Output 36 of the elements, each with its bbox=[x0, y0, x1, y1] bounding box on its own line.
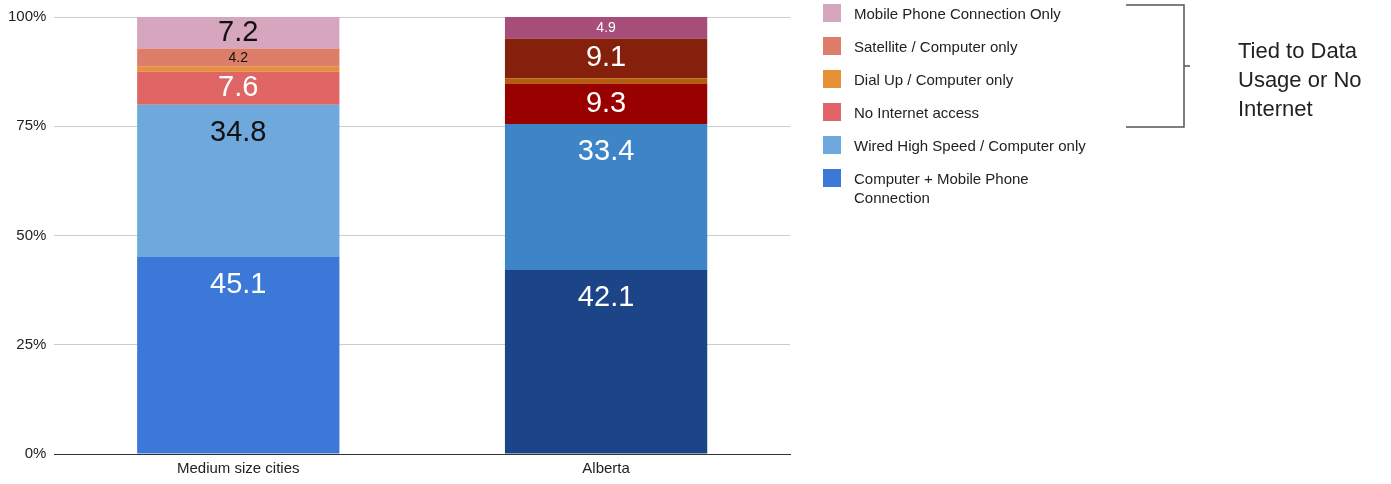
bar bbox=[504, 83, 708, 125]
bar bbox=[137, 104, 340, 257]
data-label: 9.1 bbox=[585, 40, 627, 73]
data-label: 7.6 bbox=[218, 70, 259, 103]
y-tick-label: 75% bbox=[16, 116, 47, 134]
data-label: 4.2 bbox=[228, 48, 249, 65]
legend-label: Satellite / Computer only bbox=[854, 37, 1019, 56]
legend-label: Wired High Speed / Computer only bbox=[854, 136, 1087, 155]
y-tick-label: 100% bbox=[7, 7, 47, 25]
bar bbox=[137, 71, 340, 105]
data-label: 4.9 bbox=[596, 18, 617, 35]
data-label: 9.3 bbox=[585, 85, 627, 118]
data-label: 7.2 bbox=[218, 14, 259, 47]
x-tick-label: Alberta bbox=[582, 459, 631, 477]
data-label: 33.4 bbox=[577, 134, 635, 167]
text: Tied to Data Usage or No Internet bbox=[1238, 37, 1363, 123]
y-tick-label: 50% bbox=[16, 225, 47, 243]
y-tick-label: 25% bbox=[16, 334, 47, 352]
legend-label: No Internet access bbox=[854, 103, 981, 122]
bar bbox=[504, 270, 708, 454]
bar bbox=[504, 38, 708, 79]
data-label: 42.1 bbox=[577, 280, 635, 313]
data-label: 45.1 bbox=[210, 266, 267, 299]
bar bbox=[504, 17, 708, 39]
bar bbox=[504, 124, 708, 271]
legend-label: Dial Up / Computer only bbox=[854, 70, 1015, 89]
bar bbox=[137, 17, 340, 49]
data-label: 34.8 bbox=[210, 114, 267, 147]
y-tick-label: 0% bbox=[24, 444, 47, 462]
legend-label: Computer + Mobile Phone Connection bbox=[854, 169, 1030, 207]
x-tick-label: Medium size cities bbox=[177, 459, 300, 477]
bar bbox=[137, 48, 340, 67]
bar bbox=[504, 78, 708, 84]
bar bbox=[137, 66, 340, 72]
legend-label: Mobile Phone Connection Only bbox=[854, 4, 1062, 23]
bar bbox=[137, 256, 340, 454]
